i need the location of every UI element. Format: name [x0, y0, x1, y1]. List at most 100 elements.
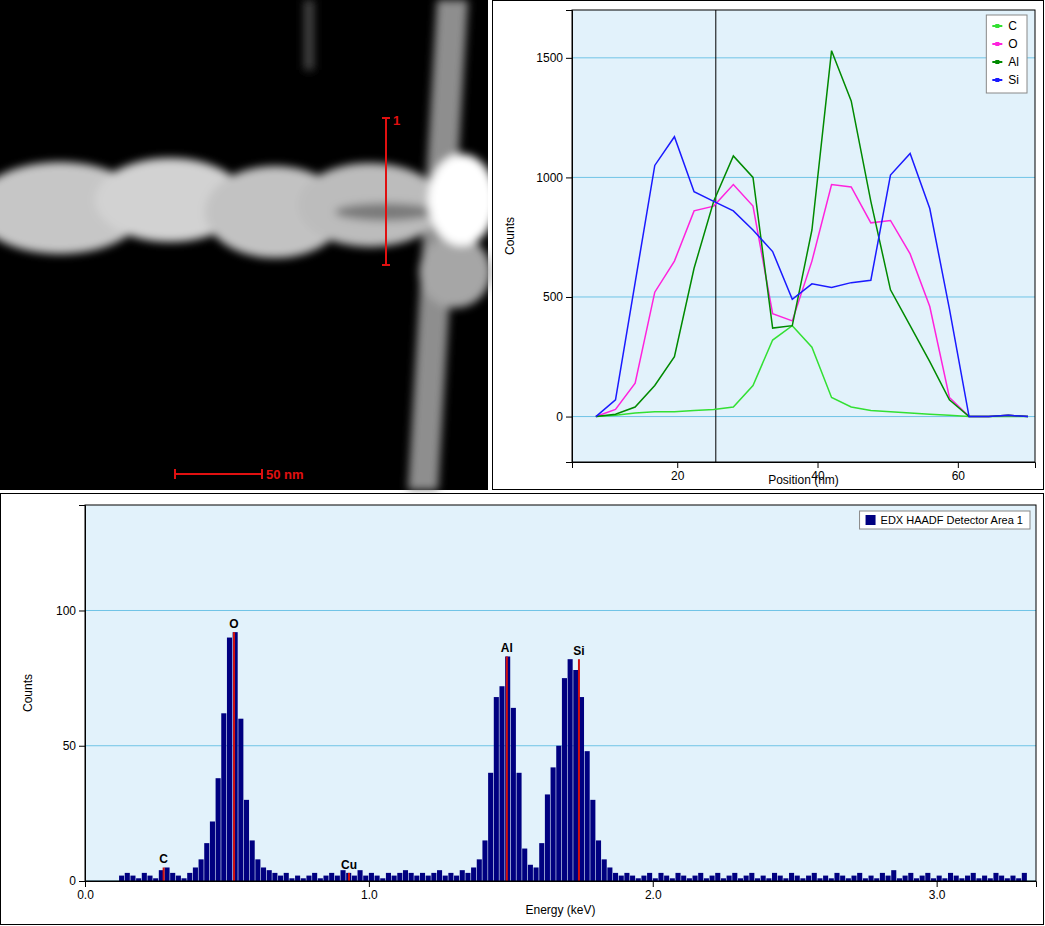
- spectrum-bar: [573, 670, 578, 881]
- spectrum-bar: [749, 873, 754, 881]
- plot-background: [572, 10, 1035, 462]
- spectrum-bar: [511, 708, 516, 881]
- peak-labels: COCuAlSi: [159, 617, 584, 872]
- bright-particle: [428, 154, 496, 246]
- y-tick: 0: [556, 410, 572, 424]
- profile-line: [596, 137, 1028, 417]
- spectrum-bar: [352, 876, 357, 881]
- peak-marker: [233, 632, 235, 881]
- y-axis-line: [79, 506, 86, 882]
- legend-label: O: [1008, 37, 1017, 51]
- spectrum-bar: [199, 859, 204, 881]
- legend-label: Si: [1008, 73, 1019, 87]
- legend-label: EDX HAADF Detector Area 1: [881, 514, 1023, 526]
- spectrum-bar: [982, 876, 987, 881]
- y-tick-label: 1500: [536, 51, 563, 65]
- y-axis-line: [566, 11, 573, 463]
- spectrum-bar: [329, 873, 334, 881]
- spectrum-bar: [624, 873, 629, 881]
- x-tick-mark: [958, 462, 959, 468]
- spectrum-bar: [965, 876, 970, 881]
- spectrum-bar: [437, 870, 442, 881]
- spectrum-bar: [187, 873, 192, 881]
- spectrum-bar: [250, 840, 255, 881]
- y-tick-label: 50: [63, 739, 77, 753]
- spectrum-bar: [227, 638, 232, 881]
- y-axis-title: Counts: [503, 217, 517, 255]
- scale-bar-label: 50 nm: [266, 467, 304, 482]
- plot-marks: [596, 10, 1028, 462]
- spectrum-bar: [596, 840, 601, 881]
- y-tick-label: 500: [543, 290, 563, 304]
- legend-swatch: [992, 61, 1002, 63]
- legend-swatch: [866, 515, 876, 525]
- spectrum-bar: [761, 876, 766, 881]
- x-tick-mark: [818, 462, 819, 468]
- spectrum-bar: [414, 876, 419, 881]
- spectrum-bar: [125, 873, 130, 881]
- y-tick: 500: [543, 290, 572, 304]
- x-axis-title: Position (nm): [768, 473, 839, 487]
- x-tick: 20: [671, 462, 685, 483]
- spectrum-bar: [925, 873, 930, 881]
- spectrum-bar: [534, 867, 539, 881]
- spectrum-bar: [147, 876, 152, 881]
- peak-label: Al: [501, 641, 513, 655]
- spectrum-bar: [658, 873, 663, 881]
- spectrum-bar: [482, 840, 487, 881]
- y-tick: 1000: [536, 171, 572, 185]
- spectrum-bar: [812, 873, 817, 881]
- scale-bar: [175, 473, 262, 475]
- spectrum-bar: [312, 873, 317, 881]
- x-axis-line: [573, 463, 1036, 469]
- spectrum-bar: [641, 876, 646, 881]
- y-tick-mark: [566, 297, 572, 298]
- spectrum-bar: [164, 867, 169, 881]
- legend-label: Al: [1008, 55, 1019, 69]
- y-tick: 0: [69, 874, 85, 888]
- spectrum-bar: [732, 873, 737, 881]
- profile-line: [385, 118, 387, 265]
- spectrum-bar: [675, 873, 680, 881]
- spectrum-bar: [176, 876, 181, 881]
- spectrum-bar: [693, 876, 698, 881]
- spectrum-bar: [528, 865, 533, 881]
- spectrum-bar: [562, 678, 567, 881]
- y-tick-mark: [79, 746, 85, 747]
- grid-line: [85, 610, 1036, 611]
- spectrum-bar: [539, 843, 544, 881]
- spectrum-bar: [789, 873, 794, 881]
- legend-swatch-marker: [995, 42, 999, 46]
- scale-bar-end: [174, 469, 176, 479]
- plot-frame: [85, 505, 1036, 881]
- legend-swatch-marker: [995, 60, 999, 64]
- peak-marker: [578, 659, 580, 881]
- y-tick-mark: [566, 58, 572, 59]
- x-tick: 0.0: [77, 881, 94, 902]
- spectrum-bar: [471, 867, 476, 881]
- spectrum-bar: [210, 821, 215, 881]
- spectrum-bar: [119, 876, 124, 881]
- spectrum-bar: [522, 849, 527, 881]
- x-tick-label: 60: [952, 469, 966, 483]
- particle: [419, 236, 491, 308]
- spectrum-bar: [233, 632, 238, 881]
- y-tick-mark: [566, 417, 572, 418]
- spectrum-bar: [420, 873, 425, 881]
- peak-marker: [348, 873, 350, 881]
- legend-swatch-marker: [995, 78, 999, 82]
- spectrum-bar: [647, 873, 652, 881]
- grid-line: [572, 296, 1035, 297]
- peak-label: O: [229, 617, 238, 631]
- grid-line: [572, 57, 1035, 58]
- spectrum-bar: [505, 656, 510, 881]
- spectrum-bar: [772, 873, 777, 881]
- legend: COAlSi: [986, 15, 1027, 93]
- plot-marks: [119, 632, 1027, 881]
- spectrum-bar: [130, 876, 135, 881]
- spectrum-bar: [806, 876, 811, 881]
- spectrum-bar: [590, 800, 595, 881]
- y-axis: 050100: [56, 506, 86, 889]
- spectrum-bar: [834, 873, 839, 881]
- spectrum-bar: [170, 873, 175, 881]
